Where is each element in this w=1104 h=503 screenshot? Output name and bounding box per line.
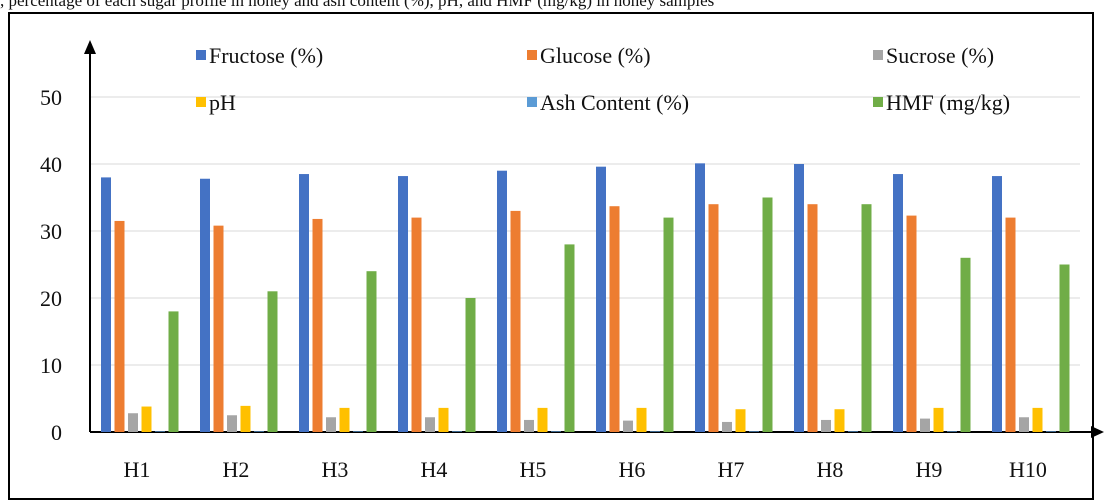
bar-h3-fructose — [299, 174, 309, 433]
bar-h8-sucrose — [821, 419, 831, 432]
legend-label: Glucose (%) — [540, 43, 651, 68]
bar-h7-ash-content — [749, 431, 759, 432]
bar-h8-ash-content — [848, 431, 858, 432]
legend-label: HMF (mg/kg) — [886, 90, 1010, 115]
legend-label: Sucrose (%) — [886, 43, 994, 68]
bar-h8-fructose — [794, 164, 804, 432]
bar-h5-ph — [537, 407, 548, 432]
bar-h5-ash-content — [551, 431, 561, 432]
bar-h4-ash-content — [452, 431, 462, 432]
x-tick-label: H6 — [619, 457, 646, 482]
figure-caption: , percentage of each sugar profile in ho… — [0, 0, 715, 10]
bar-h8-hmf-mg-kg — [861, 204, 872, 432]
bar-h9-glucose — [906, 215, 917, 432]
legend-swatch — [527, 97, 537, 107]
legend-label: Ash Content (%) — [540, 90, 689, 115]
legend-label: pH — [209, 90, 236, 115]
x-axis-arrowhead — [1091, 426, 1104, 438]
bar-h5-fructose — [497, 170, 507, 432]
bar-h7-glucose — [708, 204, 719, 432]
chart-frame — [8, 12, 1094, 500]
legend-swatch — [196, 97, 206, 107]
bar-h3-hmf-mg-kg — [366, 271, 377, 432]
bar-h9-ph — [933, 407, 944, 432]
y-tick-label: 20 — [40, 286, 62, 311]
bar-h4-hmf-mg-kg — [465, 298, 476, 432]
y-tick-label: 30 — [40, 219, 62, 244]
bar-h2-sucrose — [227, 415, 237, 432]
x-tick-label: H9 — [916, 457, 943, 482]
y-tick-label: 50 — [40, 85, 62, 110]
bar-h2-glucose — [213, 225, 224, 432]
bar-h3-ash-content — [353, 431, 363, 432]
bar-h10-hmf-mg-kg — [1059, 264, 1070, 432]
bar-h9-fructose — [893, 174, 903, 433]
bar-h1-ph — [141, 406, 152, 432]
bar-h2-hmf-mg-kg — [267, 291, 278, 432]
x-tick-label: H3 — [322, 457, 349, 482]
bar-h2-ash-content — [254, 431, 264, 432]
bar-h9-ash-content — [947, 431, 957, 432]
bar-h6-ash-content — [650, 431, 660, 432]
bar-h7-sucrose — [722, 421, 732, 432]
bar-h6-sucrose — [623, 420, 633, 432]
y-tick-label: 40 — [40, 152, 62, 177]
legend-swatch — [196, 50, 206, 60]
bar-h2-fructose — [200, 178, 210, 432]
bar-h1-ash-content — [155, 431, 165, 432]
bar-h1-sucrose — [128, 413, 138, 432]
x-tick-label: H8 — [817, 457, 844, 482]
bar-h1-hmf-mg-kg — [168, 311, 179, 432]
bar-h5-glucose — [510, 210, 521, 432]
bar-h6-ph — [636, 407, 647, 432]
bar-h4-ph — [438, 407, 449, 432]
bar-h7-fructose — [695, 163, 705, 432]
bar-h10-ph — [1032, 407, 1043, 432]
bar-h9-sucrose — [920, 418, 930, 432]
y-tick-label: 10 — [40, 353, 62, 378]
y-axis-arrowhead — [84, 40, 96, 54]
legend-swatch — [527, 50, 537, 60]
x-tick-label: H2 — [223, 457, 250, 482]
y-tick-label: 0 — [51, 420, 62, 445]
bar-h10-sucrose — [1019, 417, 1029, 432]
legend-swatch — [873, 50, 883, 60]
bar-h3-ph — [339, 407, 350, 432]
bar-h10-glucose — [1005, 217, 1016, 432]
bar-h3-sucrose — [326, 417, 336, 432]
bar-h4-fructose — [398, 176, 408, 432]
bar-h4-glucose — [411, 217, 422, 432]
bar-h7-hmf-mg-kg — [762, 197, 773, 432]
x-tick-label: H1 — [124, 457, 151, 482]
x-tick-label: H4 — [421, 457, 448, 482]
x-tick-label: H10 — [1009, 457, 1047, 482]
bar-h10-fructose — [992, 176, 1002, 432]
bar-h6-hmf-mg-kg — [663, 217, 674, 432]
bar-h8-ph — [834, 409, 845, 432]
legend-label: Fructose (%) — [209, 43, 323, 68]
x-tick-label: H5 — [520, 457, 547, 482]
bar-h7-ph — [735, 409, 746, 432]
bar-h2-ph — [240, 405, 251, 432]
bar-h1-glucose — [114, 220, 125, 432]
bar-h8-glucose — [807, 204, 818, 432]
bar-h6-glucose — [609, 206, 620, 432]
bar-h5-sucrose — [524, 419, 534, 432]
legend-swatch — [873, 97, 883, 107]
bar-h5-hmf-mg-kg — [564, 244, 575, 432]
x-tick-label: H7 — [718, 457, 745, 482]
bar-h10-ash-content — [1046, 431, 1056, 432]
bar-h3-glucose — [312, 218, 323, 432]
bar-h9-hmf-mg-kg — [960, 257, 971, 432]
bar-h4-sucrose — [425, 417, 435, 432]
bar-h1-fructose — [101, 177, 111, 432]
bar-h6-fructose — [596, 166, 606, 432]
